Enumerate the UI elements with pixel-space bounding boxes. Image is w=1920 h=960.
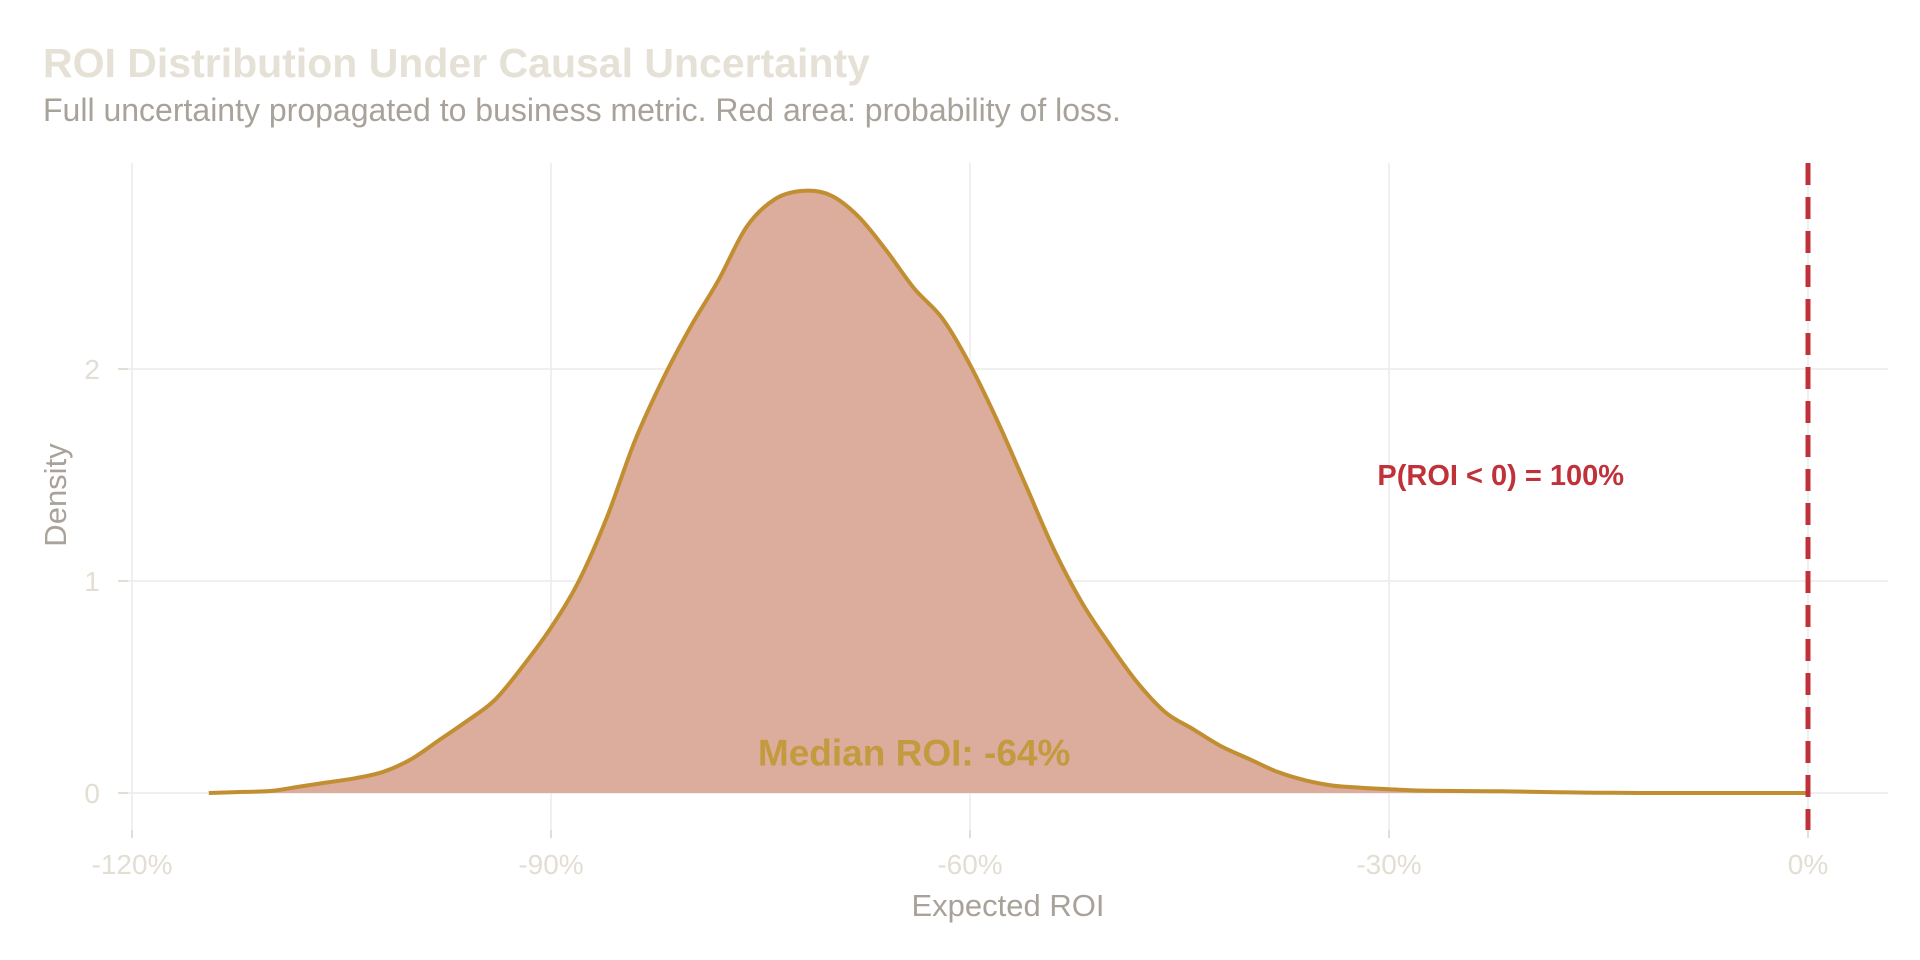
density-line <box>208 188 1808 795</box>
x-axis-title: Expected ROI <box>912 888 1105 923</box>
chart-annotations: P(ROI < 0) = 100% Median ROI: -64% <box>758 460 1624 774</box>
y-tick-label: 1 <box>84 566 100 597</box>
loss-probability-annotation: P(ROI < 0) = 100% <box>1377 460 1624 492</box>
x-tick-label: -30% <box>1356 849 1421 880</box>
axis-labels: Expected ROI Density <box>38 443 1104 923</box>
chart-subtitle: Full uncertainty propagated to business … <box>43 92 1121 128</box>
density-series <box>208 188 1808 795</box>
x-tick-label: -60% <box>937 849 1002 880</box>
y-tick-label: 0 <box>84 778 100 809</box>
chart-title: ROI Distribution Under Causal Uncertaint… <box>43 40 870 86</box>
y-axis-title: Density <box>38 443 73 547</box>
x-tick-label: -120% <box>92 849 173 880</box>
density-area <box>208 190 1808 794</box>
y-tick-label: 2 <box>84 354 100 385</box>
x-tick-label: 0% <box>1788 849 1828 880</box>
median-roi-annotation: Median ROI: -64% <box>758 733 1071 774</box>
x-tick-label: -90% <box>518 849 583 880</box>
axis-ticks: -120% -90% -60% -30% 0% 0 1 2 <box>84 354 1828 880</box>
